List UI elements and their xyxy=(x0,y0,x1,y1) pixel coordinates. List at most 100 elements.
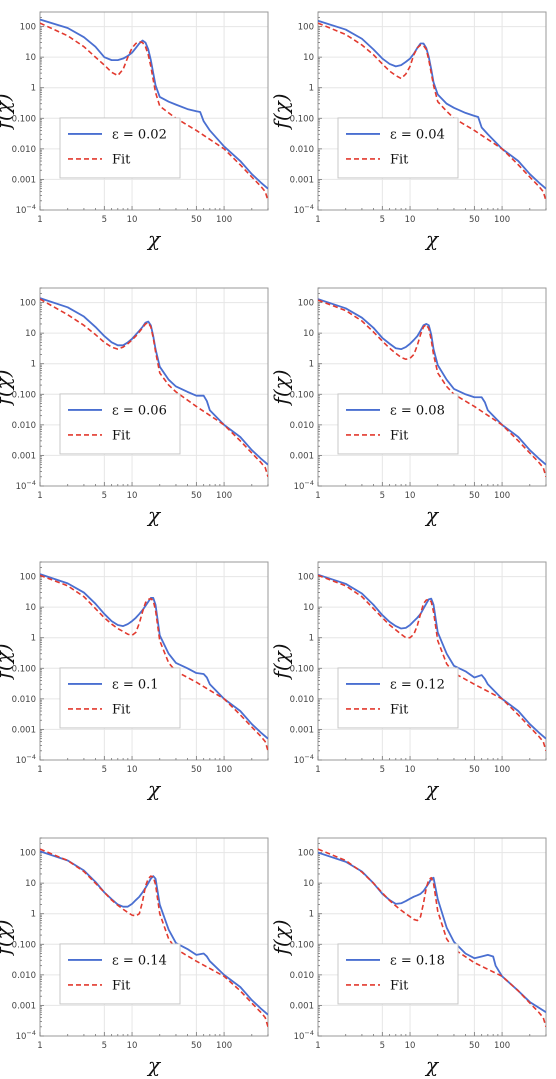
plot-frame xyxy=(317,11,547,211)
x-axis-label: χ xyxy=(146,1053,162,1077)
y-tick-label: 10 xyxy=(25,53,36,63)
y-tick-label: 100 xyxy=(20,299,36,309)
data-line xyxy=(318,298,546,466)
x-tick-label: 10 xyxy=(127,1041,138,1051)
y-tick-label: 100 xyxy=(298,299,314,309)
y-tick-label: 1 xyxy=(31,84,36,94)
y-tick-label: 10−4 xyxy=(16,753,36,766)
y-tick-label: 10−4 xyxy=(294,1029,314,1042)
x-tick-label: 100 xyxy=(494,765,510,775)
y-tick-label: 10−4 xyxy=(16,479,36,492)
y-tick-label: 0.010 xyxy=(290,145,314,155)
legend-label: ε = 0.12 xyxy=(390,677,445,692)
x-tick-label: 5 xyxy=(102,1041,107,1051)
legend-box xyxy=(59,117,181,179)
legend-label: ε = 0.18 xyxy=(390,953,445,968)
y-tick-label: 1 xyxy=(31,360,36,370)
x-tick-label: 5 xyxy=(380,491,385,501)
x-tick-label: 100 xyxy=(494,491,510,501)
y-tick-label: 1 xyxy=(309,634,314,644)
legend-box xyxy=(59,667,181,729)
x-tick-label: 10 xyxy=(405,215,416,225)
y-axis-label: f(χ) xyxy=(0,643,15,680)
legend-label: ε = 0.08 xyxy=(390,403,445,418)
fit-line xyxy=(318,299,546,478)
y-tick-label: 0.001 xyxy=(12,725,36,735)
x-tick-label: 1 xyxy=(315,1041,320,1051)
x-tick-label: 100 xyxy=(494,1041,510,1051)
y-tick-label: 0.001 xyxy=(290,725,314,735)
chart-panel: 1 5 10 50 100 10−4 0.001 0.010 0.100 1 10 100 χ f(χ) ε… xyxy=(269,561,547,801)
y-tick-label: 0.001 xyxy=(12,1001,36,1011)
y-tick-label: 1 xyxy=(309,84,314,94)
x-axis-label: χ xyxy=(424,1053,440,1077)
legend-label: ε = 0.1 xyxy=(112,677,159,692)
x-tick-label: 5 xyxy=(102,215,107,225)
x-tick-label: 5 xyxy=(380,1041,385,1051)
x-tick-label: 100 xyxy=(216,491,232,501)
y-tick-label: 0.100 xyxy=(12,664,36,674)
y-tick-label: 100 xyxy=(298,849,314,859)
legend-label: Fit xyxy=(112,428,131,443)
y-tick-label: 10 xyxy=(303,879,314,889)
x-tick-label: 10 xyxy=(405,765,416,775)
data-line xyxy=(40,297,268,466)
x-tick-label: 100 xyxy=(216,765,232,775)
y-tick-label: 100 xyxy=(20,849,36,859)
x-tick-label: 5 xyxy=(102,765,107,775)
y-tick-label: 0.010 xyxy=(12,971,36,981)
chart-panel: 1 5 10 50 100 10−4 0.001 0.010 0.100 1 10 100 χ f(χ) ε… xyxy=(269,11,547,251)
fit-line xyxy=(318,574,546,752)
chart-panel: 1 5 10 50 100 10−4 0.001 0.010 0.100 1 10 100 χ f(χ) ε… xyxy=(0,837,269,1077)
legend-label: Fit xyxy=(112,978,131,993)
x-axis-label: χ xyxy=(424,777,440,801)
x-axis-label: χ xyxy=(424,503,440,527)
legend-box xyxy=(337,943,459,1005)
x-axis-label: χ xyxy=(146,503,162,527)
legend-label: Fit xyxy=(390,428,409,443)
y-tick-label: 0.001 xyxy=(290,451,314,461)
legend-box xyxy=(337,117,459,179)
y-axis-label: f(χ) xyxy=(0,93,15,130)
y-axis-label: f(χ) xyxy=(269,369,293,406)
x-axis-label: χ xyxy=(146,227,162,251)
y-axis-label: f(χ) xyxy=(269,643,293,680)
plot-frame xyxy=(39,11,269,211)
y-tick-label: 0.100 xyxy=(290,940,314,950)
y-tick-label: 10−4 xyxy=(294,479,314,492)
y-tick-label: 100 xyxy=(298,573,314,583)
legend-label: ε = 0.02 xyxy=(112,127,167,142)
y-tick-label: 0.001 xyxy=(12,451,36,461)
y-tick-label: 0.001 xyxy=(290,1001,314,1011)
x-tick-label: 1 xyxy=(315,215,320,225)
legend-label: Fit xyxy=(112,152,131,167)
y-tick-label: 0.010 xyxy=(12,421,36,431)
chart-panel: 1 5 10 50 100 10−4 0.001 0.010 0.100 1 10 100 χ f(χ) ε… xyxy=(0,287,269,527)
y-tick-label: 100 xyxy=(298,23,314,33)
y-tick-label: 0.010 xyxy=(290,971,314,981)
y-tick-label: 0.001 xyxy=(12,175,36,185)
plot-frame xyxy=(39,287,269,487)
legend-box xyxy=(59,943,181,1005)
x-tick-label: 100 xyxy=(494,215,510,225)
y-tick-label: 10 xyxy=(303,603,314,613)
chart-panel: 1 5 10 50 100 10−4 0.001 0.010 0.100 1 10 100 χ f(χ) ε… xyxy=(0,561,269,801)
legend-box xyxy=(337,393,459,455)
y-tick-label: 0.100 xyxy=(290,114,314,124)
data-line xyxy=(40,18,268,190)
y-tick-label: 100 xyxy=(20,573,36,583)
x-tick-label: 50 xyxy=(191,765,202,775)
data-line xyxy=(318,573,546,740)
x-tick-label: 1 xyxy=(315,491,320,501)
plot-frame xyxy=(317,561,547,761)
x-tick-label: 50 xyxy=(191,491,202,501)
y-tick-label: 10−4 xyxy=(16,203,36,216)
y-tick-label: 0.100 xyxy=(12,940,36,950)
x-tick-label: 1 xyxy=(37,1041,42,1051)
y-tick-label: 0.100 xyxy=(290,664,314,674)
x-tick-label: 5 xyxy=(380,215,385,225)
y-tick-label: 0.010 xyxy=(12,145,36,155)
x-tick-label: 10 xyxy=(405,1041,416,1051)
plot-frame xyxy=(317,287,547,487)
y-tick-label: 10 xyxy=(25,603,36,613)
